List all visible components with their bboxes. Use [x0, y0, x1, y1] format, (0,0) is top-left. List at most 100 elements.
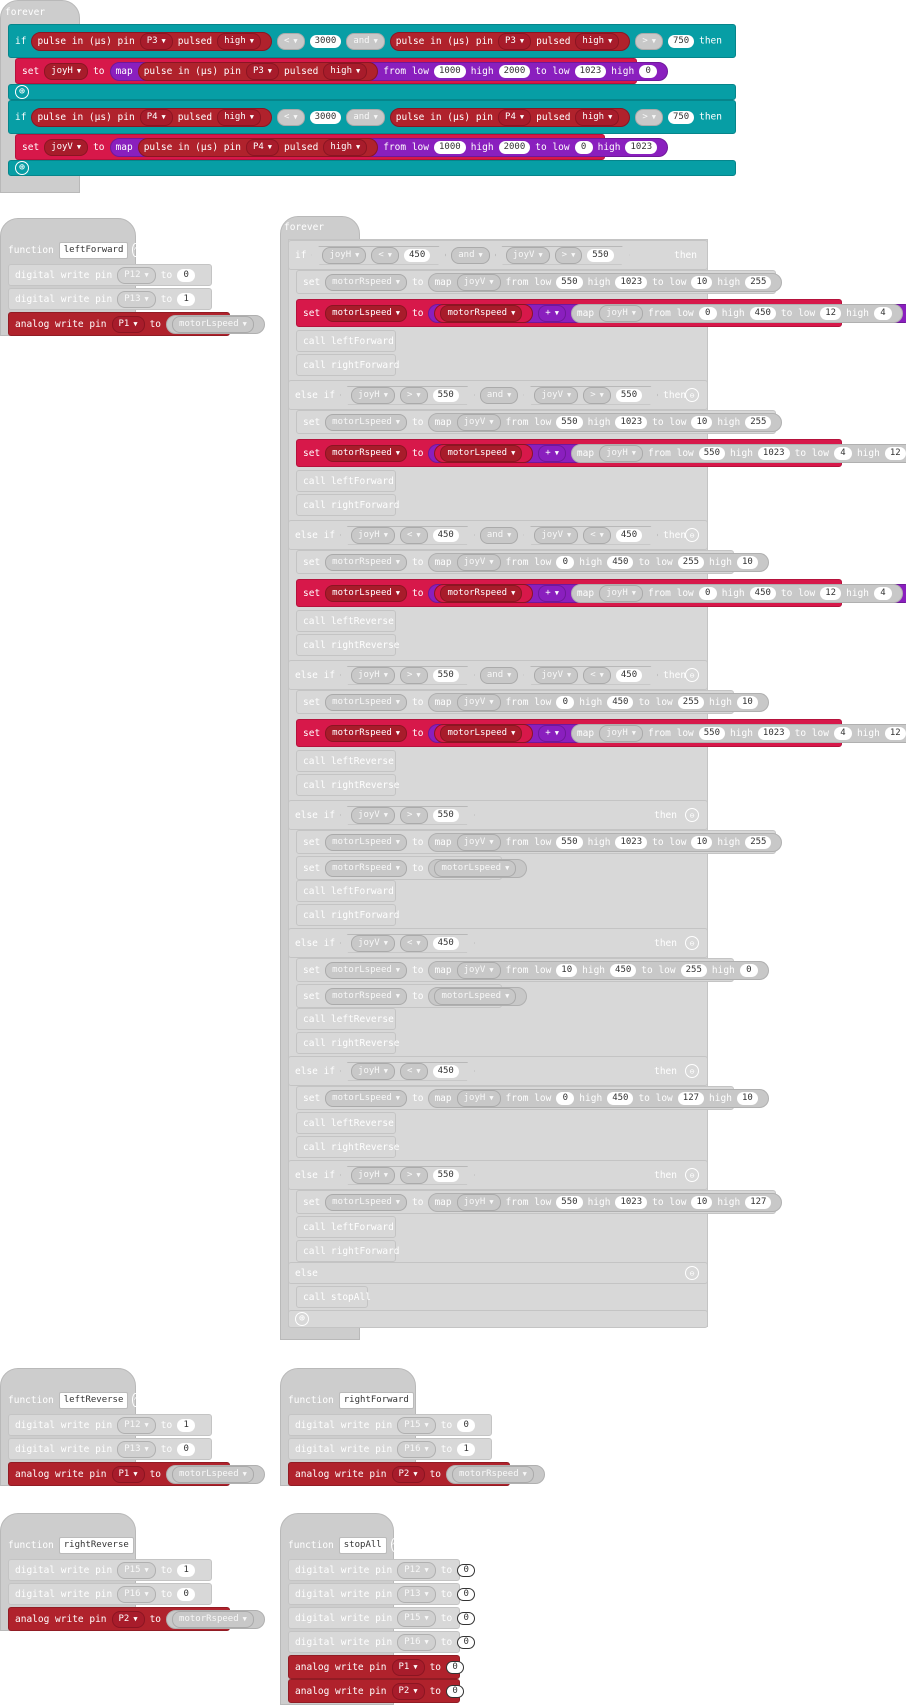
comparison-block[interactable]: joyH ▼ < ▼ 450 [340, 526, 475, 545]
number-field[interactable]: 10 [556, 963, 578, 977]
pin-dropdown[interactable]: P15 ▼ [117, 1561, 156, 1579]
map-reporter[interactable]: map joyV ▼ from low 0 high 450 to low 255 high 10 [428, 552, 769, 572]
number-field[interactable]: 450 [616, 669, 642, 682]
variable-dropdown[interactable]: joyH ▼ [351, 1167, 395, 1184]
digital-write-block[interactable]: digital write pin P12 ▼ to 0 [288, 1559, 476, 1581]
number-field[interactable]: 0 [177, 268, 196, 282]
call-leftForward-block[interactable]: call leftForward [296, 880, 396, 902]
collapse-icon[interactable]: ⌃ [390, 1538, 398, 1552]
digital-write-block[interactable]: digital write pin P15 ▼ to 1 [8, 1559, 212, 1581]
variable-dropdown[interactable]: motorLspeed ▼ [325, 961, 407, 979]
variable-dropdown[interactable]: joyH ▼ [351, 1063, 395, 1080]
number-field[interactable]: 1 [177, 1418, 196, 1432]
number-field[interactable]: 1023 [615, 415, 648, 429]
pulse-in-reporter[interactable]: pulse in (µs) pin P4 ▼ pulsed high ▼ [389, 107, 631, 127]
variable-dropdown[interactable]: motorRspeed ▼ [172, 1610, 254, 1628]
variable-reporter[interactable]: motorLspeed ▼ [166, 314, 265, 334]
if-block[interactable]: if pulse in (µs) pin P3 ▼ pulsed high ▼ < ▼ 3000 a… [8, 24, 736, 58]
operator-dropdown[interactable]: > ▼ [635, 108, 663, 126]
collapse-icon[interactable]: ⊖ [685, 668, 699, 682]
collapse-icon[interactable]: ⌃ [132, 243, 140, 257]
variable-dropdown[interactable]: joyV ▼ [456, 273, 501, 291]
pin-dropdown[interactable]: P13 ▼ [117, 1440, 156, 1458]
number-field[interactable]: 1023 [757, 726, 790, 740]
set-sum-block[interactable]: set motorLspeed ▼ to motorRspeed ▼ + ▼ map joyH ▼ f… [296, 299, 906, 327]
variable-dropdown[interactable]: motorRspeed ▼ [325, 987, 407, 1005]
number-field[interactable]: 255 [677, 555, 705, 569]
number-field[interactable]: 0 [177, 1442, 196, 1456]
pin-dropdown[interactable]: P3 ▼ [245, 62, 279, 80]
variable-dropdown[interactable]: motorRspeed ▼ [440, 304, 523, 322]
if-header-row[interactable]: else if joyH ▼ > ▼ 550 and ▼ joyV ▼ > ▼ 550 then ⊖ [288, 380, 708, 410]
variable-dropdown[interactable]: joyV ▼ [351, 935, 395, 952]
number-field[interactable]: 2000 [498, 140, 531, 154]
collapse-icon[interactable]: ⌃ [132, 1393, 140, 1407]
set-map-block[interactable]: set motorRspeed ▼ to map joyV ▼ from low 550 high… [296, 270, 783, 294]
sum-reporter[interactable]: motorRspeed ▼ + ▼ map joyH ▼ from low 0 high 450 to… [428, 583, 906, 603]
number-field[interactable]: 2000 [498, 64, 531, 78]
digital-write-block[interactable]: digital write pin P13 ▼ to 1 [8, 288, 212, 310]
variable-dropdown[interactable]: joyV ▼ [506, 247, 550, 264]
digital-write-block[interactable]: digital write pin P13 ▼ to 0 [8, 1438, 212, 1460]
variable-dropdown[interactable]: joyH ▼ [351, 667, 395, 684]
pin-dropdown[interactable]: P1 ▼ [391, 1658, 425, 1676]
variable-dropdown[interactable]: joyH ▼ [351, 387, 395, 404]
add-branch-icon[interactable]: ⊕ [15, 85, 29, 99]
variable-dropdown[interactable]: joyV ▼ [456, 693, 501, 711]
comparison-block[interactable]: joyH ▼ > ▼ 550 [340, 1166, 475, 1185]
number-field[interactable]: 10 [736, 695, 758, 709]
number-field[interactable]: 750 [667, 110, 695, 124]
set-joyH-block[interactable]: set joyH ▼ to map pulse in (µs) pin P3 ▼ pulsed h… [15, 58, 669, 84]
number-field[interactable]: 0 [556, 695, 575, 709]
variable-dropdown[interactable]: joyV ▼ [534, 387, 578, 404]
map-reporter[interactable]: map pulse in (µs) pin P4 ▼ pulsed high ▼ from l… [109, 137, 669, 157]
variable-dropdown[interactable]: motorRspeed ▼ [452, 1465, 534, 1483]
pin-dropdown[interactable]: P4 ▼ [498, 108, 532, 126]
pin-dropdown[interactable]: P4 ▼ [139, 108, 173, 126]
function-name-field[interactable]: leftReverse [58, 1391, 129, 1409]
number-field[interactable]: 550 [616, 389, 642, 402]
map-reporter[interactable]: map joyV ▼ from low 10 high 450 to low 255 high 0 [428, 960, 769, 980]
function-name-field[interactable]: leftForward [58, 241, 129, 259]
variable-reporter[interactable]: motorLspeed ▼ [434, 443, 534, 463]
call-rightReverse-block[interactable]: call rightReverse [296, 774, 400, 796]
level-dropdown[interactable]: high ▼ [323, 62, 368, 80]
set-variable-block[interactable]: set motorRspeed ▼ to motorLspeed ▼ [296, 856, 528, 880]
variable-dropdown[interactable]: joyH ▼ [599, 444, 643, 462]
and-dropdown[interactable]: and ▼ [479, 526, 519, 544]
call-rightReverse-block[interactable]: call rightReverse [296, 634, 400, 656]
analog-write-block[interactable]: analog write pin P1 ▼ to 0 [288, 1655, 465, 1679]
call-leftReverse-block[interactable]: call leftReverse [296, 1008, 396, 1030]
digital-write-block[interactable]: digital write pin P15 ▼ to 0 [288, 1607, 476, 1629]
number-field[interactable]: 1023 [615, 835, 648, 849]
pin-dropdown[interactable]: P13 ▼ [397, 1585, 436, 1603]
number-field[interactable]: 450 [433, 937, 459, 950]
number-field[interactable]: 0 [446, 1660, 465, 1674]
number-field[interactable]: 0 [556, 1091, 575, 1105]
variable-reporter[interactable]: motorRspeed ▼ [434, 583, 534, 603]
collapse-icon[interactable]: ⊖ [685, 936, 699, 950]
variable-reporter[interactable]: motorRspeed ▼ [434, 303, 534, 323]
analog-write-block[interactable]: analog write pin P2 ▼ to motorRspeed ▼ [8, 1607, 265, 1631]
number-field[interactable]: 550 [556, 835, 583, 849]
add-branch-icon[interactable]: ⊕ [295, 1312, 309, 1326]
number-field[interactable]: 12 [884, 726, 906, 740]
pulse-in-reporter[interactable]: pulse in (µs) pin P3 ▼ pulsed high ▼ [389, 31, 631, 51]
number-field[interactable]: 0 [698, 306, 717, 320]
number-field[interactable]: 255 [745, 415, 772, 429]
operator-dropdown[interactable]: < ▼ [400, 527, 428, 544]
number-field[interactable]: 0 [457, 1563, 476, 1577]
number-field[interactable]: 127 [677, 1091, 705, 1105]
variable-dropdown[interactable]: joyV ▼ [534, 667, 578, 684]
collapse-icon[interactable]: ⊖ [685, 528, 699, 542]
variable-dropdown[interactable]: joyV ▼ [456, 833, 501, 851]
number-field[interactable]: 550 [698, 446, 726, 460]
call-rightForward-block[interactable]: call rightForward [296, 494, 400, 516]
call-rightForward-block[interactable]: call rightForward [296, 354, 400, 376]
pin-dropdown[interactable]: P15 ▼ [397, 1416, 436, 1434]
number-field[interactable]: 1023 [615, 275, 648, 289]
number-field[interactable]: 450 [749, 586, 776, 600]
variable-dropdown[interactable]: motorLspeed ▼ [325, 1193, 407, 1211]
variable-dropdown[interactable]: motorRspeed ▼ [325, 859, 407, 877]
